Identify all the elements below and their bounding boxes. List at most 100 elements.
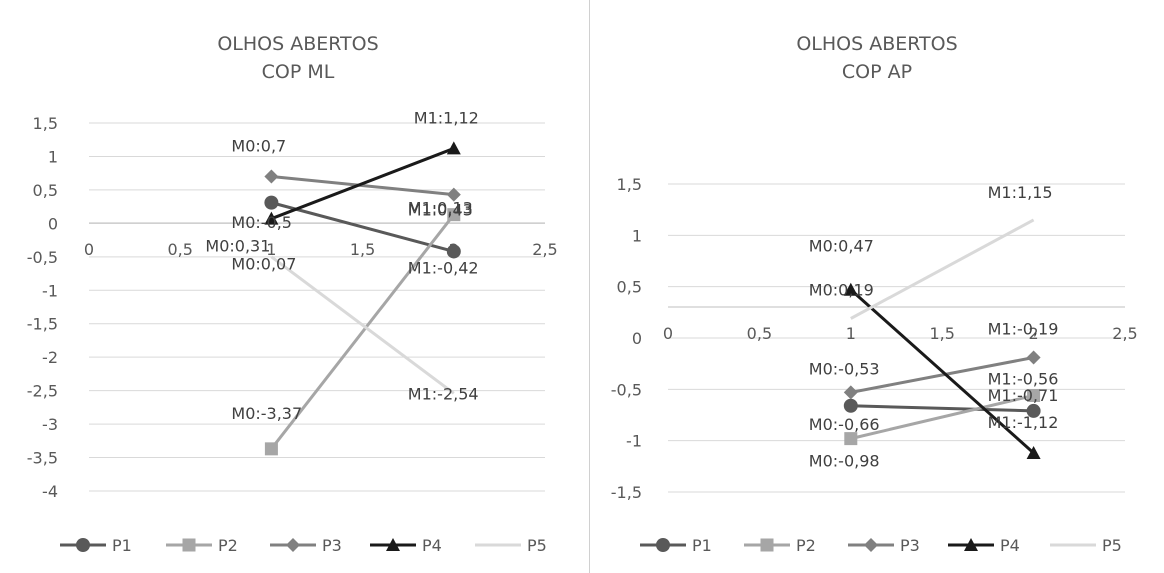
data-label-p4: M1:1,12 (414, 108, 479, 127)
x-tick-label: 1,5 (350, 240, 375, 259)
chart-panel-cop-ml: OLHOS ABERTOS COP ML 1,5 1 0,5 0 -0,5 -1 -1,5 -… (26, 0, 590, 573)
data-point-p2 (447, 208, 461, 222)
y-tick-label: -1 (42, 281, 58, 300)
data-point-p4 (446, 141, 461, 155)
chart-panel-cop-ap: OLHOS ABERTOS COP AP 1,5 1 0,5 0 -0,5 -1 -1,5 0… (590, 0, 1164, 573)
data-label-p2: M0:-3,37 (231, 404, 302, 423)
legend-label-p4: P4 (422, 536, 442, 555)
legend-marker-p3 (286, 538, 300, 552)
data-label-p4: M0:0,47 (809, 237, 874, 256)
chart-title-line-1: OLHOS ABERTOS (796, 33, 957, 55)
data-point-p2 (264, 442, 278, 456)
y-tick-label: -4 (42, 482, 58, 501)
legend-marker-p1 (76, 538, 90, 552)
data-point-p3 (1026, 350, 1041, 365)
legend-label-p3: P3 (322, 536, 342, 555)
data-point-p3 (843, 385, 858, 400)
x-tick-label: 2,5 (1112, 324, 1137, 343)
x-tick-label: 0,5 (167, 240, 192, 259)
series-line-p3 (850, 356, 1034, 394)
legend-marker-p2 (760, 538, 774, 552)
y-tick-label: 0,5 (33, 181, 58, 200)
legend-label-p3: P3 (900, 536, 920, 555)
y-tick-label: -1 (626, 432, 642, 451)
y-tick-label: 1,5 (33, 114, 58, 133)
y-tick-label: 0,5 (617, 278, 642, 297)
x-tick-label: 2,5 (532, 240, 557, 259)
legend-label-p1: P1 (112, 536, 132, 555)
data-label-p3: M0:0,7 (231, 137, 286, 156)
series-line-p2 (270, 213, 455, 450)
y-tick-label: -0,5 (611, 380, 642, 399)
chart-cop-ml: OLHOS ABERTOS COP ML 1,5 1 0,5 0 -0,5 -1 -1,5 -… (27, 33, 558, 555)
data-label-p5: M0:0,19 (809, 280, 874, 299)
y-tick-label: -2 (42, 348, 58, 367)
data-point-p2 (1027, 388, 1041, 402)
y-tick-label: 1,5 (617, 175, 642, 194)
chart-title-line-2: COP AP (842, 61, 912, 83)
data-point-p2 (844, 432, 858, 446)
chart-cop-ap: OLHOS ABERTOS COP AP 1,5 1 0,5 0 -0,5 -1 -1,5 0… (611, 33, 1138, 555)
x-tick-label: 1 (266, 240, 276, 259)
data-point-p3 (264, 169, 279, 184)
data-point-p1 (446, 244, 461, 259)
legend-marker-p3 (864, 538, 878, 552)
data-label-p4: M0:0,07 (231, 255, 296, 274)
series-line-p5 (850, 218, 1035, 320)
data-label-p1: M1:-0,42 (408, 258, 479, 277)
y-tick-label: 1 (48, 147, 58, 166)
legend-label-p2: P2 (796, 536, 816, 555)
series-line-p2 (850, 394, 1034, 441)
data-label-p3: M1:0,43 (408, 201, 473, 220)
legend-label-p5: P5 (1102, 536, 1122, 555)
chart-title-line-1: OLHOS ABERTOS (217, 33, 378, 55)
x-tick-label: 0,5 (747, 324, 772, 343)
x-tick-label: 1,5 (929, 324, 954, 343)
data-point-p4 (264, 211, 279, 225)
series-line-p1 (850, 404, 1034, 413)
y-tick-label: -1,5 (611, 483, 642, 502)
data-label-p1: M1:-0,71 (988, 386, 1059, 405)
legend-marker-p1 (656, 538, 670, 552)
series-line-p4 (270, 147, 455, 221)
data-point-p3 (446, 187, 461, 202)
y-tick-label: -0,5 (27, 248, 58, 267)
data-point-p4 (1026, 445, 1041, 459)
data-label-p5: M0:-0,5 (231, 213, 292, 232)
data-point-p1 (264, 195, 279, 210)
data-label-p3: M1:-0,19 (988, 320, 1059, 339)
x-tick-label: 1 (846, 324, 856, 343)
y-tick-label: -2,5 (27, 382, 58, 401)
legend-label-p4: P4 (1000, 536, 1020, 555)
x-tick-label: 2 (1029, 324, 1039, 343)
data-point-p1 (1026, 403, 1041, 418)
y-tick-label: 0 (48, 214, 58, 233)
data-point-p1 (843, 398, 858, 413)
x-tick-label: 0 (84, 240, 94, 259)
y-tick-label: 0 (632, 329, 642, 348)
data-label-p2: M1:-0,56 (988, 369, 1059, 388)
series-line-p5 (270, 255, 455, 395)
legend-marker-p4 (964, 538, 978, 551)
series-line-p1 (271, 201, 455, 253)
y-tick-label: -3 (42, 415, 58, 434)
chart-title-line-2: COP ML (262, 61, 335, 83)
legend-label-p2: P2 (218, 536, 238, 555)
legend-label-p5: P5 (527, 536, 547, 555)
y-tick-label: 1 (632, 226, 642, 245)
data-label-p3: M0:-0,53 (809, 359, 880, 378)
series-line-p3 (271, 175, 454, 197)
x-tick-label: 0 (663, 324, 673, 343)
legend-marker-p2 (182, 538, 196, 552)
y-tick-label: -1,5 (27, 315, 58, 334)
legend-marker-p4 (386, 538, 400, 551)
y-tick-label: -3,5 (27, 449, 58, 468)
data-label-p1: M0:-0,66 (809, 415, 880, 434)
data-label-p4: M1:-1,12 (988, 413, 1059, 432)
data-label-p5: M1:-2,54 (408, 384, 479, 403)
data-point-p4 (843, 282, 858, 296)
data-label-p1: M0:0,31 (205, 237, 270, 256)
data-label-p5: M1:1,15 (988, 183, 1053, 202)
data-label-p2: M0:-0,98 (809, 452, 880, 471)
series-line-p4 (849, 288, 1035, 455)
